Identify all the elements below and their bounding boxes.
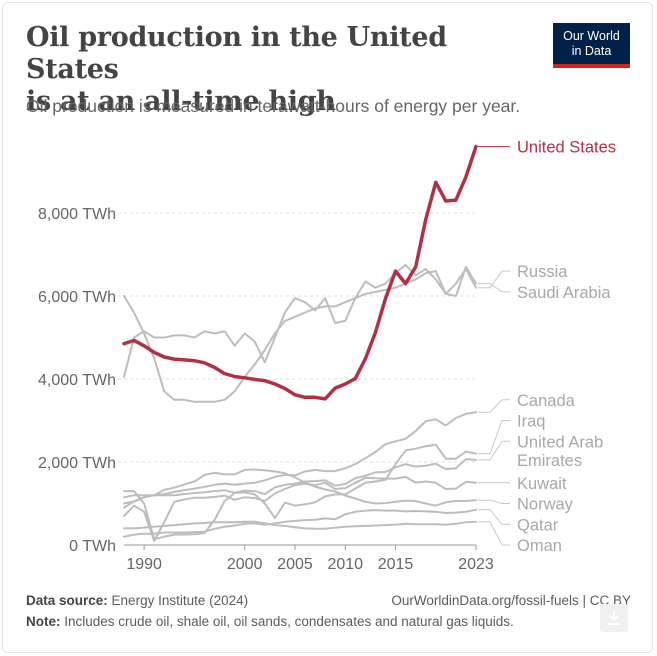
line-chart: 0 TWh 2,000 TWh 4,000 TWh 6,000 TWh 8,000 TW…: [38, 139, 616, 573]
series-line-saudi-arabia[interactable]: [123, 263, 477, 378]
title-line-2: is at an all-time high: [26, 86, 336, 117]
chart-title: Oil production in the United States is a…: [26, 22, 526, 118]
y-tick-label: 8,000 TWh: [38, 206, 116, 223]
series-line-united-states[interactable]: [122, 144, 478, 401]
end-label-iraq: Iraq: [517, 413, 545, 431]
series-line-norway[interactable]: [123, 468, 477, 507]
label-connector: [478, 283, 510, 293]
y-tick-label: 0 TWh: [69, 538, 116, 555]
label-connector: [478, 509, 510, 525]
label-connector: [478, 420, 510, 455]
chart-subtitle: Oil production is measured in terawatt-h…: [26, 96, 521, 116]
series-line-qatar[interactable]: [123, 508, 477, 538]
y-axis-ticks: 0 TWh 2,000 TWh 4,000 TWh 6,000 TWh 8,000 TW…: [38, 206, 116, 555]
x-tick-label: 2000: [227, 556, 263, 573]
series-lines: [122, 144, 478, 542]
end-label-saudi-arabia: Saudi Arabia: [517, 284, 611, 302]
series-line-kuwait[interactable]: [123, 475, 477, 542]
owid-logo[interactable]: Our World in Data: [553, 23, 630, 68]
x-tick-label: 2005: [277, 556, 313, 573]
x-tick-label: 1990: [126, 556, 162, 573]
y-tick-label: 4,000 TWh: [38, 372, 116, 389]
data-source: Data source: Energy Institute (2024): [26, 593, 248, 608]
label-connector: [478, 270, 510, 289]
end-label-kuwait: Kuwait: [517, 475, 567, 493]
x-tick-label: 2010: [327, 556, 363, 573]
label-connector: [478, 521, 510, 546]
logo-line-1: Our World: [563, 29, 620, 43]
y-tick-label: 2,000 TWh: [38, 455, 116, 472]
label-connector: [478, 399, 510, 413]
chart-note: Note: Includes crude oil, shale oil, oil…: [26, 614, 514, 629]
series-end-labels: United States Russia Saudi Arabia Canada Ira…: [478, 139, 616, 555]
x-tick-label: 2015: [378, 556, 414, 573]
end-label-united-states: United States: [517, 139, 616, 157]
series-line-canada[interactable]: [123, 411, 477, 499]
end-label-canada: Canada: [517, 392, 576, 410]
series-line-iraq[interactable]: [123, 443, 477, 541]
note-label: Note:: [26, 614, 61, 629]
source-text: Energy Institute (2024): [111, 593, 249, 608]
end-label-oman: Oman: [517, 537, 562, 555]
logo-line-2: in Data: [571, 44, 612, 58]
label-connector: [478, 440, 510, 461]
series-line-oman[interactable]: [123, 520, 477, 530]
label-connector: [478, 499, 510, 504]
download-button[interactable]: [600, 604, 628, 632]
x-axis: 1990 2000 2005 2010 2015 2023: [124, 544, 494, 573]
y-tick-label: 6,000 TWh: [38, 289, 116, 306]
end-label-norway: Norway: [517, 496, 574, 514]
end-label-united-arab: United Arab: [517, 433, 603, 451]
end-label-qatar: Qatar: [517, 516, 559, 534]
x-tick-label: 2023: [458, 556, 494, 573]
end-label-emirates: Emirates: [517, 452, 582, 470]
note-text: Includes crude oil, shale oil, oil sands…: [64, 614, 514, 629]
download-icon: [608, 611, 620, 625]
source-url-link[interactable]: OurWorldinData.org/fossil-fuels | CC BY: [391, 593, 631, 608]
source-label: Data source:: [26, 593, 108, 608]
end-label-russia: Russia: [517, 263, 568, 281]
title-line-1: Oil production in the United States: [26, 22, 447, 85]
series-line-united-arab-emirates[interactable]: [123, 458, 477, 509]
series-line-russia[interactable]: [123, 268, 477, 403]
